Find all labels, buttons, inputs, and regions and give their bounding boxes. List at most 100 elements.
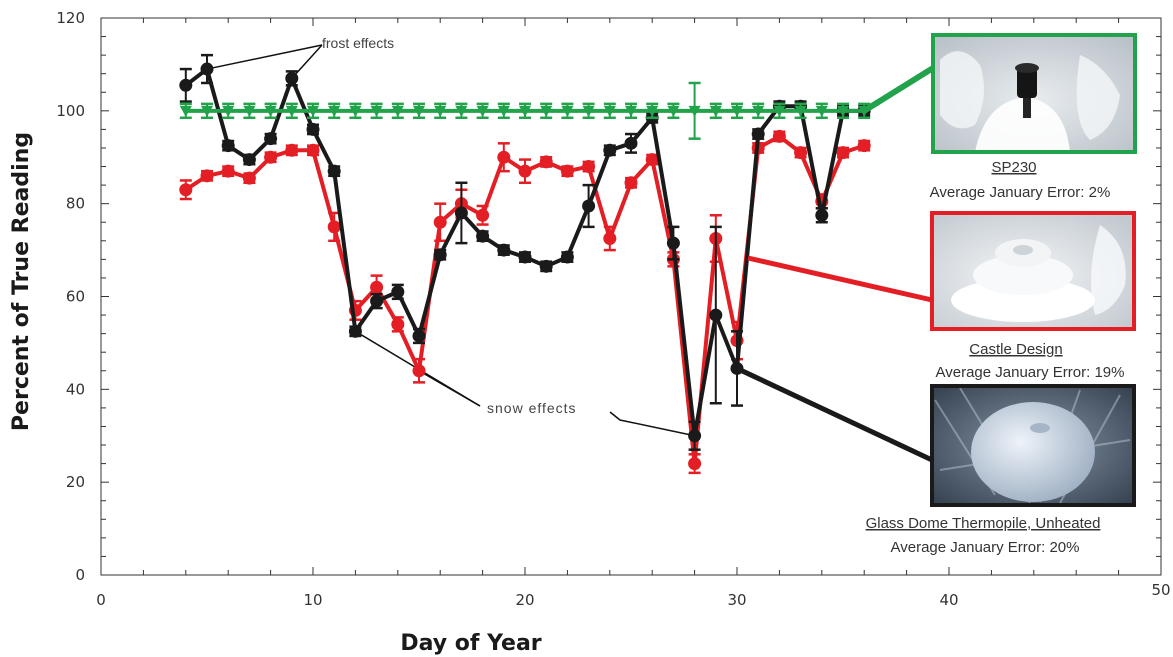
data-point [646,105,659,117]
y-tick-label: 100 [56,102,85,120]
inset-castle-photo [930,211,1136,331]
inset-label-castle: Castle Design [969,341,1062,358]
x-tick-label: 20 [515,591,534,609]
data-point [560,250,574,264]
inset-label-dome: Glass Dome Thermopile, Unheated [866,515,1101,532]
x-tick-label: 0 [96,591,106,609]
snow-pointer-line [609,411,695,437]
data-point [306,143,320,157]
data-point [709,105,722,117]
y-tick-label: 0 [75,566,85,584]
data-point [561,105,574,117]
x-tick-label: 40 [939,591,958,609]
data-point [434,105,447,117]
data-point [624,136,638,150]
data-point [370,105,383,117]
data-point [327,220,341,234]
data-point [413,105,425,117]
data-point [221,139,235,153]
data-point [433,215,447,229]
data-point [666,236,680,250]
y-axis-title: Percent of True Reading [9,132,34,431]
data-point [837,105,849,117]
data-point [349,105,362,117]
data-point [243,105,256,117]
data-point [497,105,510,117]
data-point [519,105,531,117]
inset-error-sp230: Average January Error: 2% [930,184,1111,201]
inset-error-dome: Average January Error: 20% [891,539,1080,556]
data-point [773,105,786,117]
data-point [540,105,553,117]
data-point [454,206,468,220]
frost-pointer-line [291,44,323,79]
data-point [815,105,828,117]
data-point [582,199,596,213]
x-tick-label: 50 [1151,581,1170,599]
inset-label-sp230: SP230 [991,159,1036,176]
data-point [794,105,807,117]
data-point [307,105,319,117]
connector-castle [747,255,933,303]
data-point [560,164,574,178]
data-point [242,171,256,185]
y-tick-label: 40 [66,380,85,398]
data-point [370,280,384,294]
data-point [603,143,617,157]
y-tick-label: 60 [66,288,85,306]
data-point [327,164,341,178]
annotation-frost-effects: frost effects [322,35,394,51]
data-point [412,364,426,378]
axes: 0 10 20 30 40 50 0 20 40 60 80 100 120 Day of Year Per… [9,9,1171,656]
data-point [328,105,341,117]
data-point [603,231,617,245]
inset-sp230-photo [931,33,1137,154]
data-point [285,105,298,117]
data-point [688,105,701,117]
data-point [625,105,637,117]
data-point [836,146,850,160]
data-point [752,105,765,117]
data-point [772,129,786,143]
data-point [201,105,213,117]
y-tick-label: 80 [66,195,85,213]
y-tick-label: 120 [56,9,85,27]
data-point [582,105,595,117]
data-point [582,160,596,174]
snow-pointer-line [418,370,481,407]
data-point [455,105,468,117]
annotations: frost effects snow effects [206,35,695,437]
data-point [603,105,616,117]
data-point [179,183,193,197]
data-point [391,285,405,299]
data-point [264,150,278,164]
inset-dome-photo [930,384,1136,507]
data-point [688,429,702,443]
data-point [412,329,426,343]
data-point [497,150,511,164]
x-tick-label: 30 [727,591,746,609]
frost-pointer-line [206,44,323,70]
data-point [794,146,808,160]
connector-dome [735,366,934,463]
data-point [751,127,765,141]
data-point [264,105,277,117]
inset-error-castle: Average January Error: 19% [936,364,1125,381]
data-point [688,457,702,471]
connector-sp230 [862,65,935,114]
data-point [221,164,235,178]
data-point [518,164,532,178]
data-point [200,169,214,183]
data-point [242,153,256,167]
data-point [857,139,871,153]
data-point [709,308,723,322]
data-point [667,105,680,117]
annotation-snow-effects: snow effects [487,400,577,416]
data-point [348,324,362,338]
data-point [476,229,490,243]
data-point [200,62,214,76]
inset-connectors [735,65,935,463]
data-point [264,132,278,146]
data-point [476,105,489,117]
